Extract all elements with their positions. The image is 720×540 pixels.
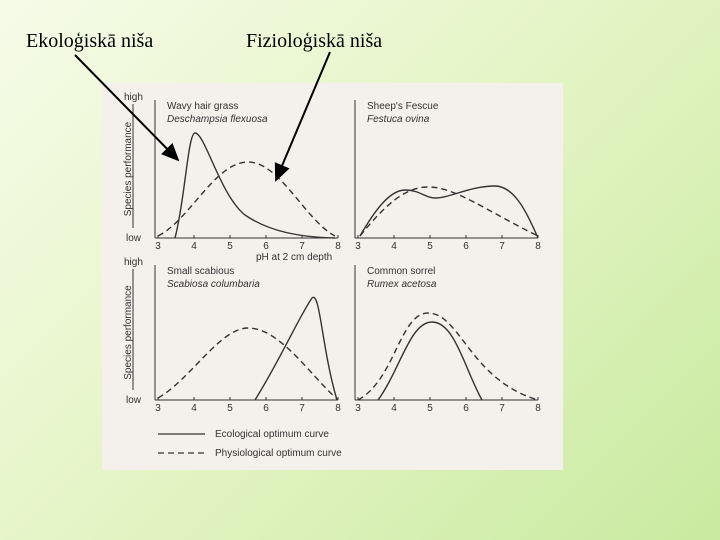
x-tick-label: 3: [355, 403, 361, 414]
x-tick-label: 7: [499, 241, 505, 252]
y-high: high: [124, 257, 143, 268]
x-tick-label: 3: [155, 241, 161, 252]
x-tick-label: 4: [191, 403, 197, 414]
ecological-curve: [377, 321, 483, 401]
label: Ekoloģiskā niša: [26, 30, 154, 52]
x-tick-label: 7: [499, 403, 505, 414]
x-tick-label: 8: [335, 241, 341, 252]
y-axis-title: Species performance: [123, 285, 134, 380]
y-low: low: [126, 233, 142, 244]
panel-name: Sheep's Fescue: [367, 101, 439, 112]
physiological-curve: [157, 327, 337, 399]
physiological-curve: [359, 186, 539, 237]
x-axis-title: pH at 2 cm depth: [256, 252, 332, 263]
x-tick-label: 5: [227, 241, 233, 252]
panel-latin: Festuca ovina: [367, 114, 430, 125]
x-tick-label: 8: [535, 403, 541, 414]
x-tick-label: 5: [427, 241, 433, 252]
x-tick-label: 7: [299, 403, 305, 414]
panel-latin: Rumex acetosa: [367, 279, 437, 290]
x-tick-label: 5: [227, 403, 233, 414]
x-tick-label: 4: [191, 241, 197, 252]
x-tick-label: 6: [263, 403, 269, 414]
label: Fizioloģiskā niša: [246, 30, 383, 52]
y-low: low: [126, 395, 142, 406]
legend-label: Physiological optimum curve: [215, 448, 342, 459]
y-high: high: [124, 92, 143, 103]
ecological-curve: [174, 132, 336, 239]
arrow: [274, 51, 331, 182]
x-tick-label: 8: [335, 403, 341, 414]
x-tick-label: 3: [355, 241, 361, 252]
x-tick-label: 5: [427, 403, 433, 414]
panel-name: Small scabious: [167, 266, 234, 277]
x-tick-label: 6: [263, 241, 269, 252]
ecological-curve: [359, 185, 539, 239]
legend-label: Ecological optimum curve: [215, 429, 329, 440]
x-tick-label: 8: [535, 241, 541, 252]
x-tick-label: 4: [391, 241, 397, 252]
x-tick-label: 6: [463, 403, 469, 414]
x-tick-label: 4: [391, 403, 397, 414]
physiological-curve: [357, 312, 539, 401]
ecological-curve: [254, 296, 338, 401]
y-axis-title: Species performance: [123, 121, 134, 216]
arrow: [74, 54, 180, 162]
panel-latin: Deschampsia flexuosa: [167, 114, 268, 125]
panel-name: Common sorrel: [367, 266, 435, 277]
panel-name: Wavy hair grass: [167, 101, 238, 112]
x-tick-label: 3: [155, 403, 161, 414]
x-tick-label: 7: [299, 241, 305, 252]
panel-latin: Scabiosa columbaria: [167, 279, 260, 290]
x-tick-label: 6: [463, 241, 469, 252]
